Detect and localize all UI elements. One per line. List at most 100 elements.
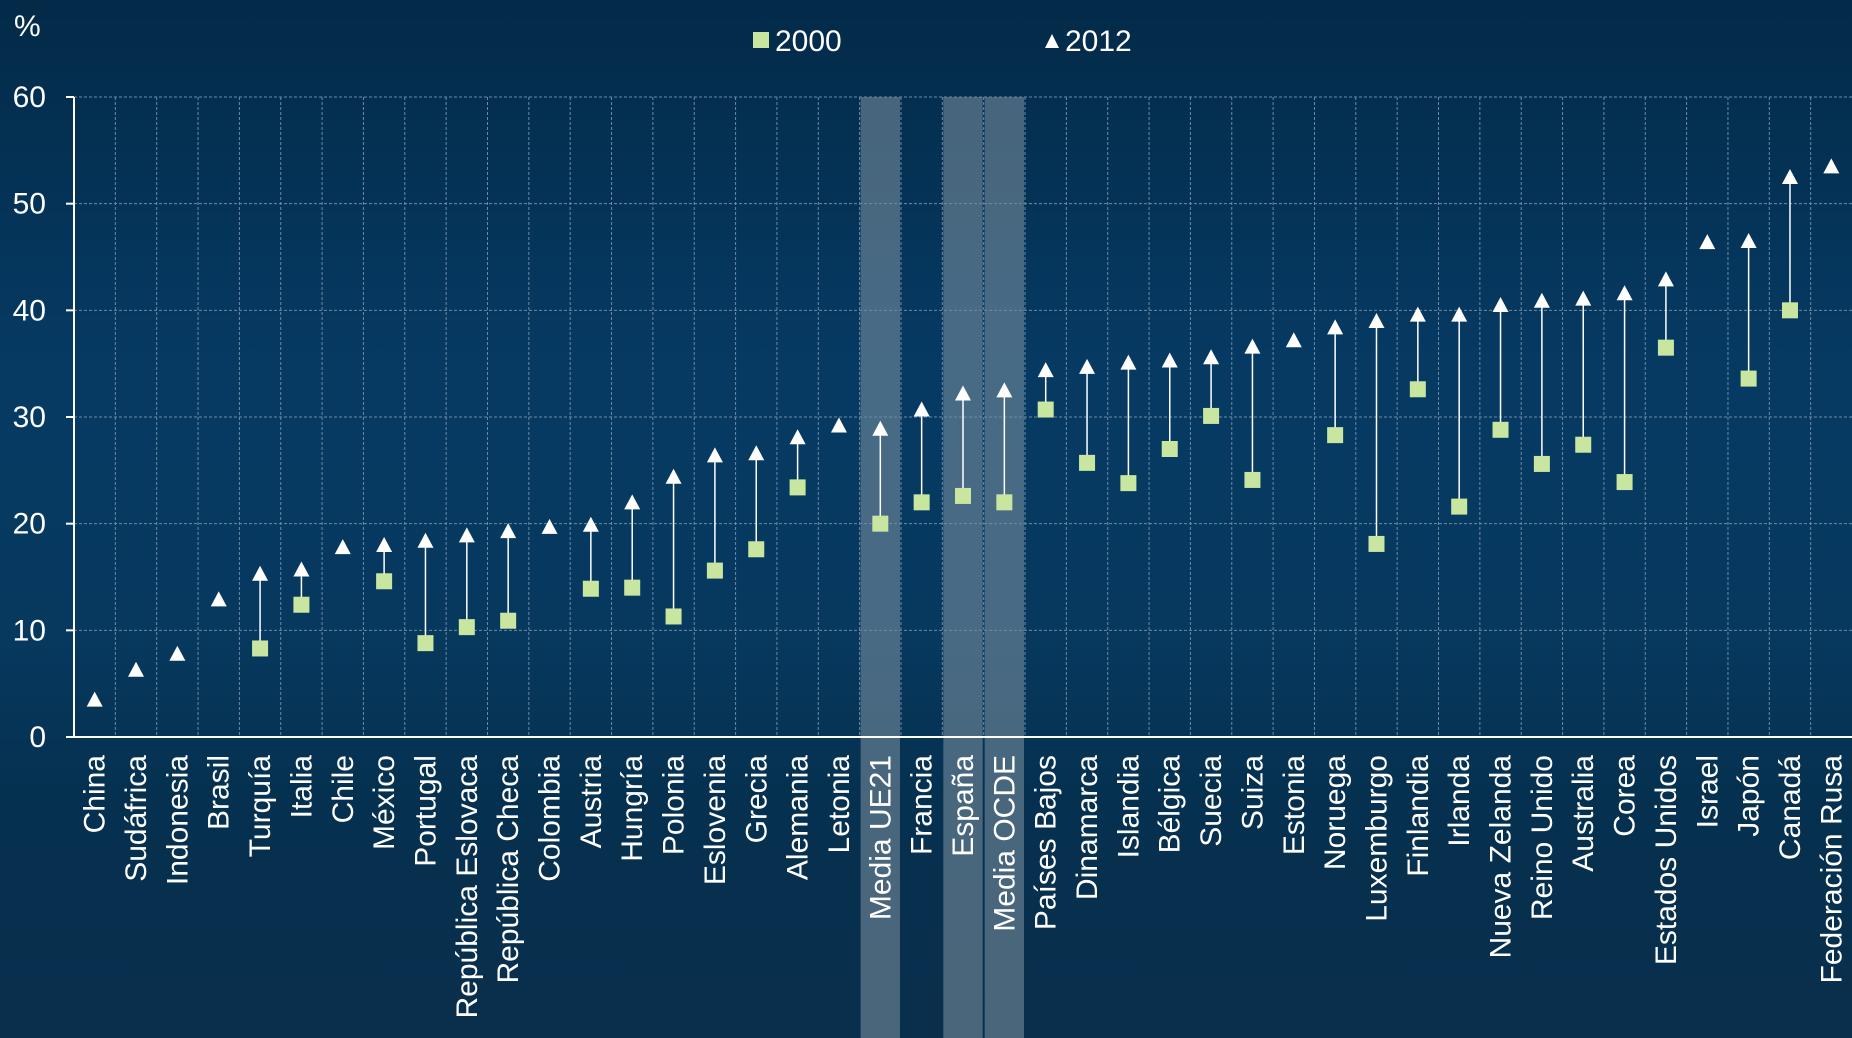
marker-2012-finlandia: [1409, 306, 1426, 322]
marker-2000-canada: [1781, 302, 1798, 319]
marker-2000-republica-checa: [500, 612, 517, 629]
category-label-dinamarca: Dinamarca: [1071, 755, 1104, 900]
category-label-media-ue21: Media UE21: [864, 755, 897, 920]
marker-2012-estonia: [1285, 332, 1302, 348]
y-tick-label-50: 50: [13, 188, 46, 221]
marker-2012-israel: [1699, 234, 1716, 250]
marker-2012-italia: [293, 561, 310, 577]
marker-2000-turquia: [252, 640, 269, 657]
marker-2012-noruega: [1327, 319, 1344, 335]
marker-2012-dinamarca: [1079, 358, 1096, 374]
marker-2000-media-ue21: [872, 515, 889, 532]
marker-2012-luxemburgo: [1368, 313, 1385, 328]
category-label-corea: Corea: [1609, 755, 1642, 837]
marker-2012-turquia: [252, 565, 269, 581]
marker-2000-mexico: [376, 573, 393, 590]
marker-2012-austria: [582, 516, 599, 532]
marker-2012-canada: [1781, 169, 1798, 184]
category-label-suiza: Suiza: [1236, 755, 1269, 830]
marker-2000-grecia: [748, 541, 765, 558]
marker-2012-colombia: [541, 518, 558, 534]
marker-2012-indonesia: [169, 645, 186, 661]
marker-2000-portugal: [417, 635, 434, 652]
marker-2000-corea: [1616, 474, 1633, 491]
category-label-estonia: Estonia: [1278, 755, 1311, 855]
marker-2012-irlanda: [1451, 306, 1468, 322]
category-label-sudafrica: Sudáfrica: [120, 755, 153, 882]
category-label-islandia: Islandia: [1112, 755, 1145, 859]
marker-2000-suecia: [1203, 407, 1220, 424]
marker-2000-noruega: [1327, 427, 1344, 444]
marker-2000-belgica: [1161, 441, 1178, 457]
category-label-estados-unidos: Estados Unidos: [1650, 755, 1683, 965]
category-label-australia: Australia: [1567, 755, 1600, 872]
category-label-reino-unido: Reino Unido: [1526, 755, 1559, 920]
highlight-band-media-ocde: [984, 97, 1025, 1038]
marker-2012-paises-bajos: [1037, 362, 1054, 378]
category-labels: China Sudáfrica Indonesia Brasil Turquía Ital…: [79, 755, 1849, 1019]
marker-2000-italia: [293, 596, 310, 613]
category-label-luxemburgo: Luxemburgo: [1360, 755, 1393, 922]
marker-2012-brasil: [210, 591, 227, 607]
marker-2000-republica-eslovaca: [458, 619, 475, 636]
category-label-chile: Chile: [327, 755, 360, 823]
category-label-mexico: México: [368, 755, 401, 850]
category-label-eslovenia: Eslovenia: [699, 755, 732, 885]
marker-2012-republica-checa: [500, 523, 517, 539]
category-label-nueva-zelanda: Nueva Zelanda: [1485, 755, 1518, 959]
category-label-alemania: Alemania: [782, 755, 815, 880]
axes: 0 10 20 30 40 50 60: [13, 81, 1852, 754]
y-tick-label-20: 20: [13, 508, 46, 541]
change-connectors: [259, 183, 1791, 649]
category-label-republica-eslovaca: República Eslovaca: [451, 755, 484, 1019]
marker-2012-grecia: [748, 445, 765, 461]
category-label-letonia: Letonia: [823, 755, 856, 854]
category-label-brasil: Brasil: [203, 755, 236, 830]
category-label-paises-bajos: Países Bajos: [1030, 755, 1063, 930]
marker-2012-francia: [913, 401, 930, 417]
y-tick-label-10: 10: [13, 614, 46, 647]
marker-2012-suiza: [1244, 338, 1261, 354]
category-label-noruega: Noruega: [1319, 755, 1352, 870]
highlight-band-espana: [943, 97, 983, 1038]
marker-2000-paises-bajos: [1037, 401, 1054, 418]
data-markers: [86, 158, 1840, 707]
category-label-italia: Italia: [285, 755, 318, 819]
marker-2012-estados-unidos: [1657, 271, 1674, 287]
category-label-federacion-rusa: Federación Rusa: [1815, 755, 1848, 984]
marker-2000-estados-unidos: [1657, 339, 1674, 356]
marker-2012-media-ue21: [872, 420, 889, 436]
marker-2000-espana: [955, 487, 971, 504]
legend-label-2000: 2000: [775, 25, 842, 58]
y-axis-unit-label: %: [14, 10, 41, 43]
marker-2012-china: [86, 691, 103, 707]
marker-2012-mexico: [376, 537, 393, 552]
category-label-republica-checa: República Checa: [492, 755, 525, 984]
y-tick-label-30: 30: [13, 401, 46, 434]
marker-2012-espana: [955, 385, 971, 401]
marker-2012-belgica: [1161, 352, 1178, 368]
marker-2012-chile: [334, 539, 351, 555]
marker-2000-polonia: [665, 608, 682, 625]
marker-2012-suecia: [1203, 349, 1220, 365]
category-label-espana: España: [947, 755, 980, 857]
marker-2012-letonia: [830, 417, 847, 433]
category-label-austria: Austria: [575, 755, 608, 849]
marker-2012-hungria: [624, 494, 641, 510]
marker-2012-japon: [1740, 233, 1757, 248]
marker-2000-irlanda: [1451, 498, 1468, 515]
highlight-band-media-ue21: [860, 97, 900, 1038]
category-label-colombia: Colombia: [534, 755, 567, 882]
y-tick-label-60: 60: [13, 81, 46, 114]
marker-2012-eslovenia: [706, 447, 723, 463]
marker-2000-japon: [1740, 370, 1757, 387]
category-label-polonia: Polonia: [658, 755, 691, 855]
marker-2000-hungria: [624, 579, 641, 596]
category-label-irlanda: Irlanda: [1443, 755, 1476, 847]
marker-2000-media-ocde: [996, 494, 1013, 511]
category-label-hungria: Hungría: [616, 755, 649, 862]
marker-2000-reino-unido: [1533, 455, 1550, 472]
marker-2000-suiza: [1244, 471, 1261, 488]
category-label-turquia: Turquía: [244, 755, 277, 858]
marker-2012-australia: [1575, 290, 1592, 306]
